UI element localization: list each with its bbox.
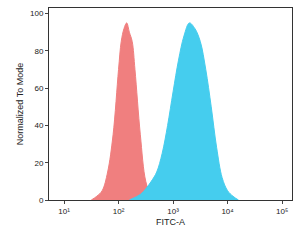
svg-text:FITC-A: FITC-A	[156, 217, 185, 227]
svg-text:10¹: 10¹	[58, 207, 70, 216]
svg-text:10²: 10²	[113, 207, 125, 216]
svg-text:10³: 10³	[167, 207, 179, 216]
svg-text:20: 20	[34, 159, 43, 168]
svg-text:10⁴: 10⁴	[221, 207, 234, 216]
svg-text:80: 80	[34, 47, 43, 56]
svg-text:0: 0	[39, 196, 44, 205]
svg-text:40: 40	[34, 121, 43, 130]
svg-text:100: 100	[30, 9, 44, 18]
svg-text:60: 60	[34, 84, 43, 93]
svg-text:Normalized To Mode: Normalized To Mode	[15, 63, 25, 145]
svg-text:10⁵: 10⁵	[276, 207, 288, 216]
